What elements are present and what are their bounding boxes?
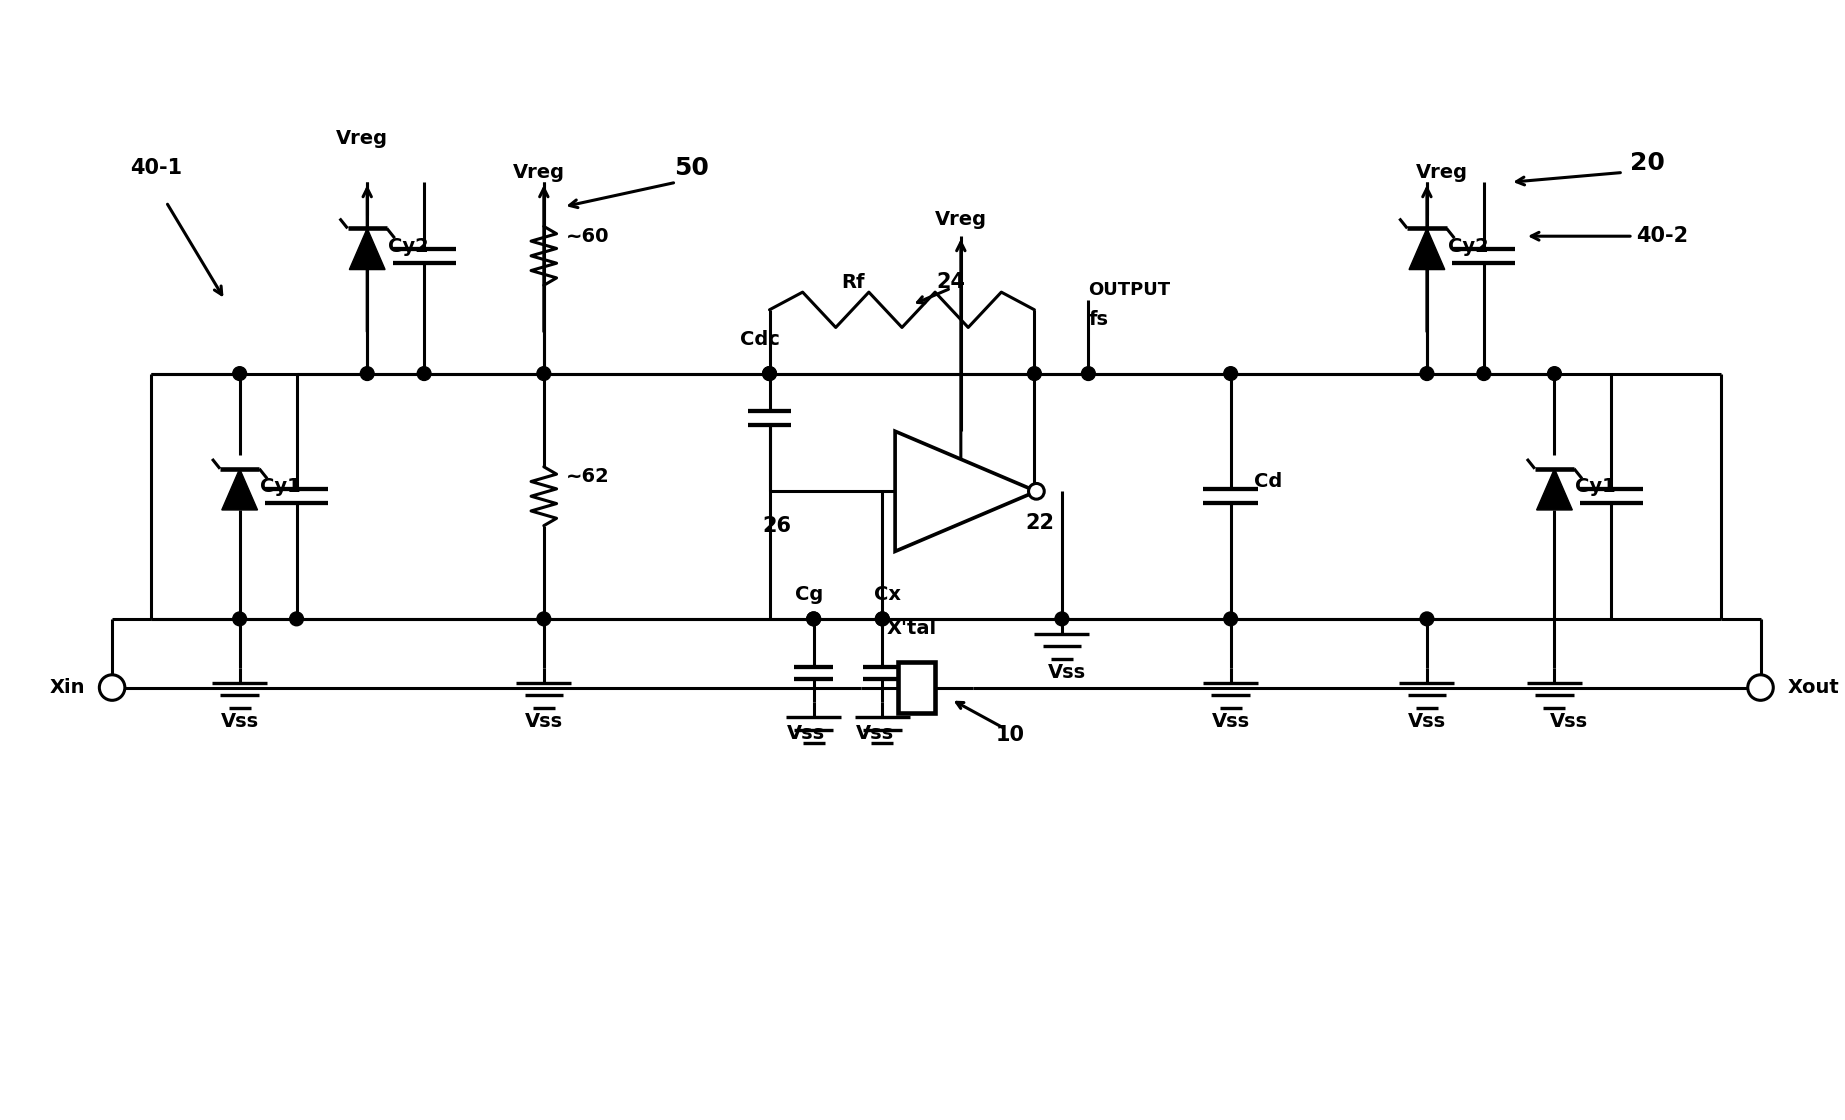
Circle shape <box>876 612 889 626</box>
Text: 22: 22 <box>1026 513 1055 533</box>
Text: Cx: Cx <box>875 585 900 604</box>
Circle shape <box>1028 366 1041 381</box>
Text: 10: 10 <box>996 725 1024 745</box>
Text: Vreg: Vreg <box>935 211 987 228</box>
Circle shape <box>1421 366 1434 381</box>
Text: fs: fs <box>1089 310 1109 329</box>
Text: Vss: Vss <box>1048 663 1087 682</box>
Text: 24: 24 <box>937 272 965 292</box>
Text: Cy1: Cy1 <box>1576 477 1616 496</box>
Text: Vss: Vss <box>856 725 893 744</box>
Bar <box>899 662 935 713</box>
Text: Cy2: Cy2 <box>387 236 428 255</box>
Polygon shape <box>895 431 1037 551</box>
Circle shape <box>1223 612 1238 626</box>
Circle shape <box>1223 366 1238 381</box>
Text: 50: 50 <box>673 156 708 179</box>
Text: 26: 26 <box>762 515 792 535</box>
Text: ~62: ~62 <box>566 467 611 486</box>
Circle shape <box>290 612 303 626</box>
Text: OUTPUT: OUTPUT <box>1089 281 1170 299</box>
Polygon shape <box>1410 228 1445 270</box>
Text: Vreg: Vreg <box>1415 162 1467 181</box>
Circle shape <box>537 366 550 381</box>
Text: Cd: Cd <box>1255 472 1282 491</box>
Polygon shape <box>349 228 386 270</box>
Circle shape <box>1548 366 1561 381</box>
Circle shape <box>762 366 777 381</box>
Text: Cy2: Cy2 <box>1448 236 1489 255</box>
Circle shape <box>232 366 247 381</box>
Text: Cy1: Cy1 <box>260 477 301 496</box>
Text: Vss: Vss <box>786 725 825 744</box>
Text: Vss: Vss <box>221 712 258 731</box>
Circle shape <box>100 675 125 700</box>
Text: Cdc: Cdc <box>740 329 780 348</box>
Text: Vss: Vss <box>1408 712 1446 731</box>
Text: 20: 20 <box>1631 150 1666 175</box>
Text: ~60: ~60 <box>566 226 609 245</box>
Circle shape <box>360 366 375 381</box>
Text: Vss: Vss <box>1212 712 1249 731</box>
Circle shape <box>806 612 821 626</box>
Circle shape <box>876 612 889 626</box>
Text: X'tal: X'tal <box>887 619 937 638</box>
Circle shape <box>1028 484 1044 500</box>
Text: Xout: Xout <box>1788 678 1839 697</box>
Circle shape <box>762 366 777 381</box>
Circle shape <box>232 612 247 626</box>
Text: Vreg: Vreg <box>336 129 387 148</box>
Circle shape <box>1478 366 1491 381</box>
Text: Rf: Rf <box>841 273 865 292</box>
Text: Cg: Cg <box>795 585 823 604</box>
Polygon shape <box>1537 469 1572 510</box>
Circle shape <box>1081 366 1096 381</box>
Circle shape <box>1055 612 1068 626</box>
Text: Vreg: Vreg <box>513 162 565 181</box>
Text: Xin: Xin <box>50 678 85 697</box>
Text: 40-1: 40-1 <box>131 158 183 177</box>
Circle shape <box>1747 675 1773 700</box>
Text: Vss: Vss <box>1550 712 1589 731</box>
Text: Vss: Vss <box>524 712 563 731</box>
Polygon shape <box>221 469 258 510</box>
Circle shape <box>806 612 821 626</box>
Circle shape <box>417 366 432 381</box>
Text: 40-2: 40-2 <box>1637 226 1688 246</box>
Circle shape <box>537 612 550 626</box>
Circle shape <box>1421 612 1434 626</box>
